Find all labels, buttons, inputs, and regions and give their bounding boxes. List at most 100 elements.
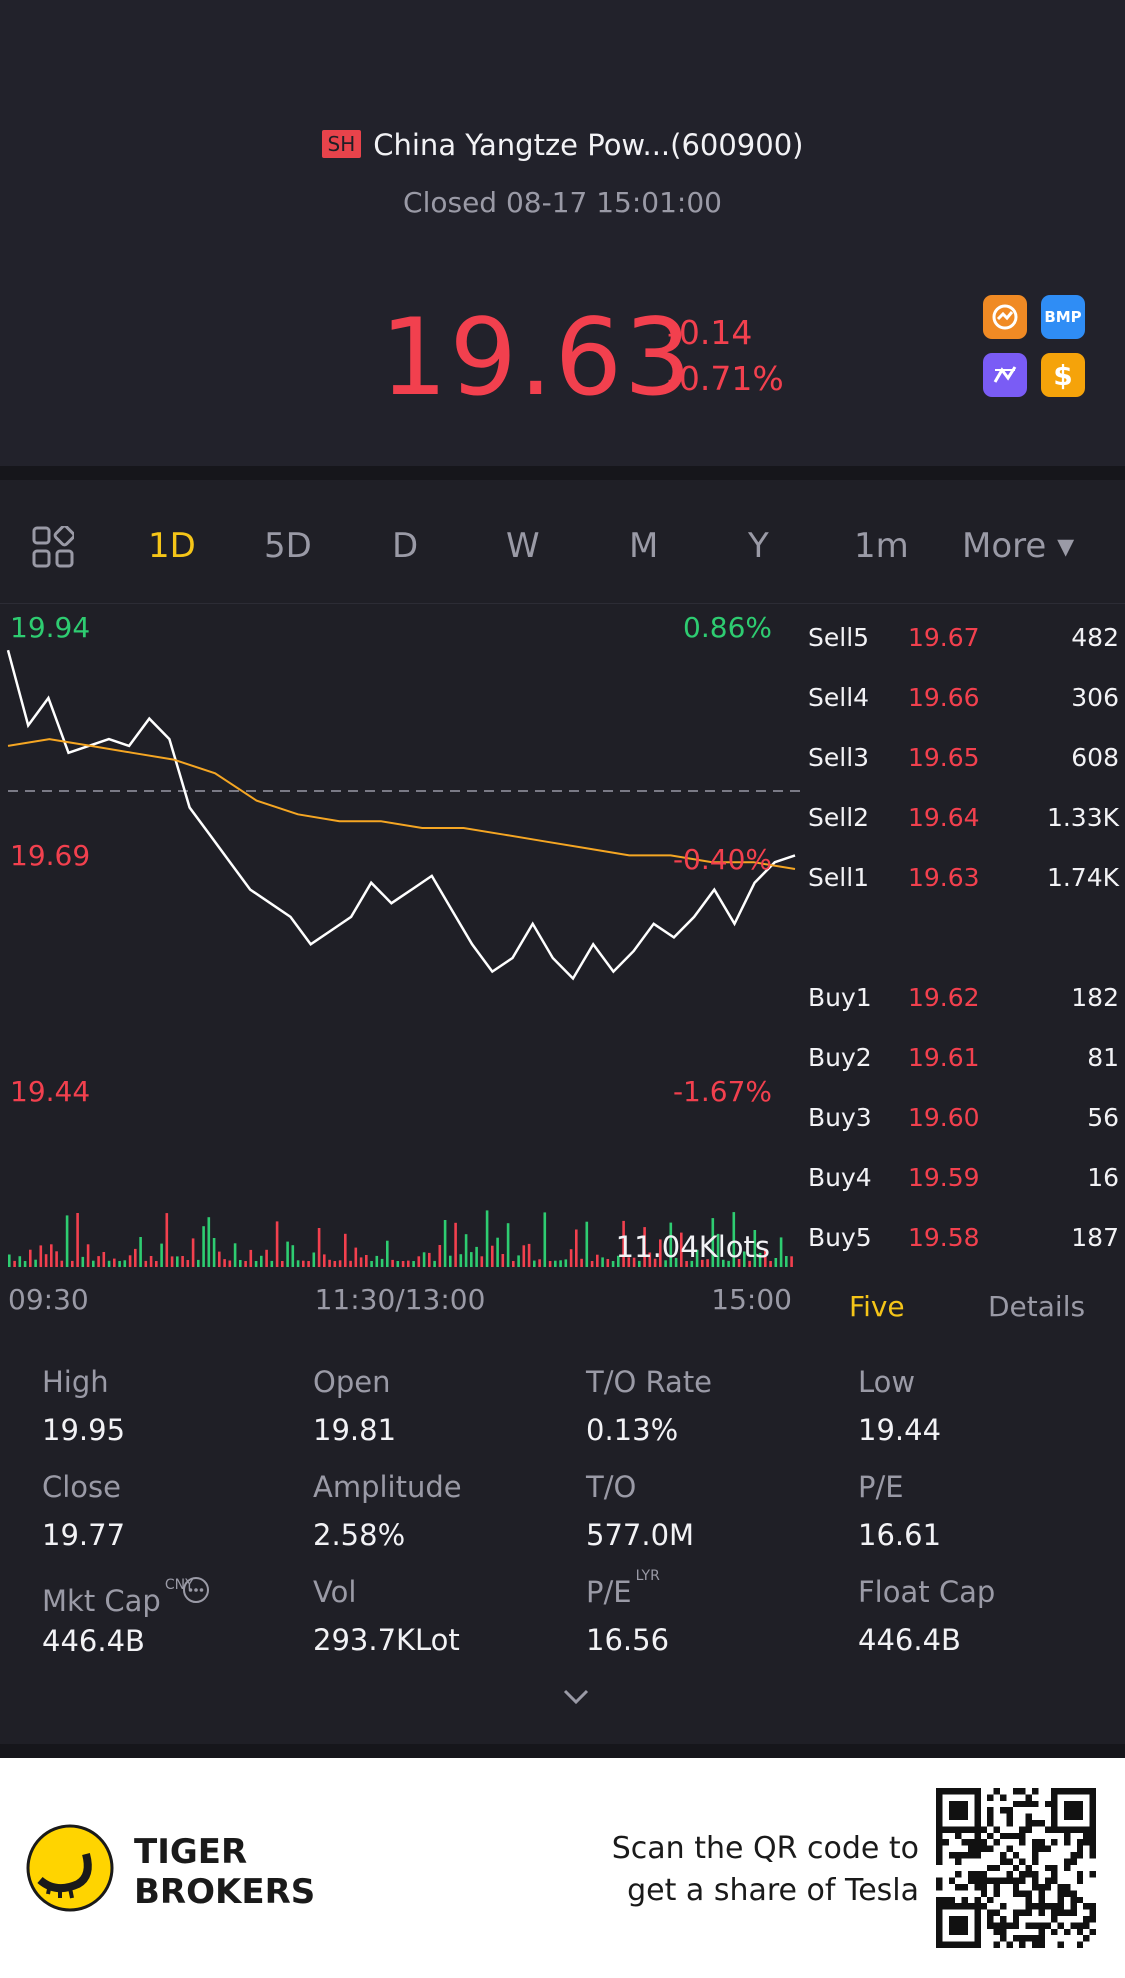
average-price-line [7, 738, 796, 870]
pct-high-label: 0.86% [683, 611, 772, 644]
volume-bar [648, 1252, 652, 1267]
qr-promo-text: Scan the QR code to get a share of Tesla [612, 1828, 919, 1912]
volume-bar [380, 1258, 384, 1267]
volume-bar [328, 1259, 331, 1267]
volume-bar [113, 1258, 116, 1267]
order-price: 19.59 [908, 1163, 980, 1192]
tab-year[interactable]: Y [748, 526, 769, 566]
volume-bar [134, 1248, 137, 1267]
change-percent: -0.71% [667, 359, 784, 398]
chevron-down-icon[interactable] [562, 1686, 590, 1708]
order-level-label: Buy4 [808, 1163, 872, 1192]
tab-week[interactable]: W [506, 526, 540, 566]
volume-bar [564, 1259, 568, 1267]
order-price: 19.60 [908, 1103, 980, 1132]
volume-bar [60, 1260, 64, 1267]
volume-bar [386, 1240, 389, 1267]
volume-bar [391, 1259, 394, 1267]
order-volume: 16 [1087, 1163, 1119, 1192]
volume-bar [65, 1215, 69, 1267]
qr-code-icon[interactable] [936, 1788, 1096, 1948]
volume-bar [722, 1259, 725, 1267]
order-sell-5: Sell5 19.67 482 [800, 623, 1125, 663]
volume-bar [449, 1255, 452, 1267]
tab-more[interactable]: More ▾ [962, 526, 1075, 566]
volume-bar [370, 1261, 373, 1267]
tab-trade-details[interactable]: Details [988, 1290, 1086, 1323]
market-status: Closed 08-17 15:01:00 [403, 186, 722, 219]
tab-five-levels[interactable]: Five [849, 1290, 905, 1323]
stat-label: Open [313, 1365, 391, 1399]
volume-bar [643, 1227, 646, 1267]
order-level-label: Sell2 [808, 803, 870, 832]
volume-bar [71, 1260, 74, 1267]
bmp-app-icon[interactable]: BMP [1041, 295, 1085, 339]
brand-line: TIGER [134, 1832, 248, 1872]
stat-amplitude: Amplitude 2.58% [313, 1470, 573, 1552]
lyr-superscript: LYR [635, 1568, 660, 1584]
order-sell-3: Sell3 19.65 608 [800, 743, 1125, 783]
volume-bar [711, 1218, 715, 1267]
x-tick-mid: 11:30/13:00 [315, 1283, 486, 1315]
volume-bar [233, 1243, 237, 1267]
volume-bar [323, 1254, 326, 1267]
volume-bar [506, 1223, 510, 1267]
volume-bar [559, 1260, 562, 1267]
volume-bar [23, 1261, 27, 1267]
intraday-chart[interactable]: 19.94 19.69 19.44 0.86% -0.40% -1.67% 11… [0, 605, 800, 1316]
volume-bar [674, 1257, 678, 1267]
order-level-label: Sell1 [808, 863, 870, 892]
y-mid-label: 19.69 [10, 839, 90, 872]
volume-bar [554, 1260, 557, 1267]
volume-bar [491, 1245, 494, 1267]
dollar-app-icon[interactable]: $ [1041, 353, 1085, 397]
volume-bar [585, 1221, 589, 1267]
volume-bar [779, 1237, 783, 1267]
chart-app-icon[interactable] [983, 353, 1027, 397]
volume-bar [475, 1246, 478, 1267]
volume-bar [349, 1260, 352, 1267]
volume-bar [601, 1257, 604, 1267]
stock-title[interactable]: SH China Yangtze Pow...(600900) [0, 128, 1125, 162]
volume-bar [86, 1244, 90, 1267]
quote-header: SH China Yangtze Pow...(600900) Closed 08… [0, 0, 1125, 466]
volume-bar [580, 1258, 583, 1267]
volume-bar [76, 1213, 79, 1267]
stat-value: 446.4B [858, 1623, 961, 1657]
order-volume: 608 [1071, 743, 1119, 772]
stat-high: High 19.95 [42, 1365, 302, 1447]
stat-label: High [42, 1365, 109, 1399]
order-buy-3: Buy3 19.60 56 [800, 1103, 1125, 1143]
volume-bar [443, 1220, 447, 1267]
order-level-label: Buy5 [808, 1223, 872, 1252]
volume-bar [611, 1261, 615, 1267]
stat-value: 16.56 [586, 1623, 670, 1657]
tab-day[interactable]: D [392, 526, 419, 566]
tab-1d[interactable]: 1D [148, 526, 196, 566]
stat-value: 0.13% [586, 1413, 679, 1447]
volume-bar [638, 1260, 641, 1267]
tab-month[interactable]: M [629, 526, 659, 566]
volume-bar [144, 1260, 148, 1267]
volume-bar [275, 1221, 279, 1267]
tab-1m[interactable]: 1m [854, 526, 909, 566]
tab-5d[interactable]: 5D [264, 526, 312, 566]
layout-grid-icon[interactable] [32, 526, 74, 568]
stat-value: 19.95 [42, 1413, 126, 1447]
volume-bar [333, 1261, 337, 1267]
volume-bar [501, 1254, 505, 1267]
volume-bar [296, 1260, 300, 1267]
stat-pe-lyr: P/E LYR 16.56 [586, 1568, 846, 1657]
volume-bar [496, 1237, 499, 1267]
volume-bar [548, 1261, 552, 1267]
volume-bar [270, 1260, 274, 1267]
volume-bar [317, 1228, 321, 1267]
refresh-app-icon[interactable] [983, 295, 1027, 339]
more-options-icon[interactable] [181, 1575, 211, 1605]
brand-line: BROKERS [134, 1872, 316, 1912]
stat-label: Float Cap [858, 1575, 996, 1609]
stat-close: Close 19.77 [42, 1470, 302, 1552]
exchange-badge: SH [321, 130, 362, 158]
volume-bar [118, 1261, 121, 1267]
order-volume: 306 [1071, 683, 1119, 712]
